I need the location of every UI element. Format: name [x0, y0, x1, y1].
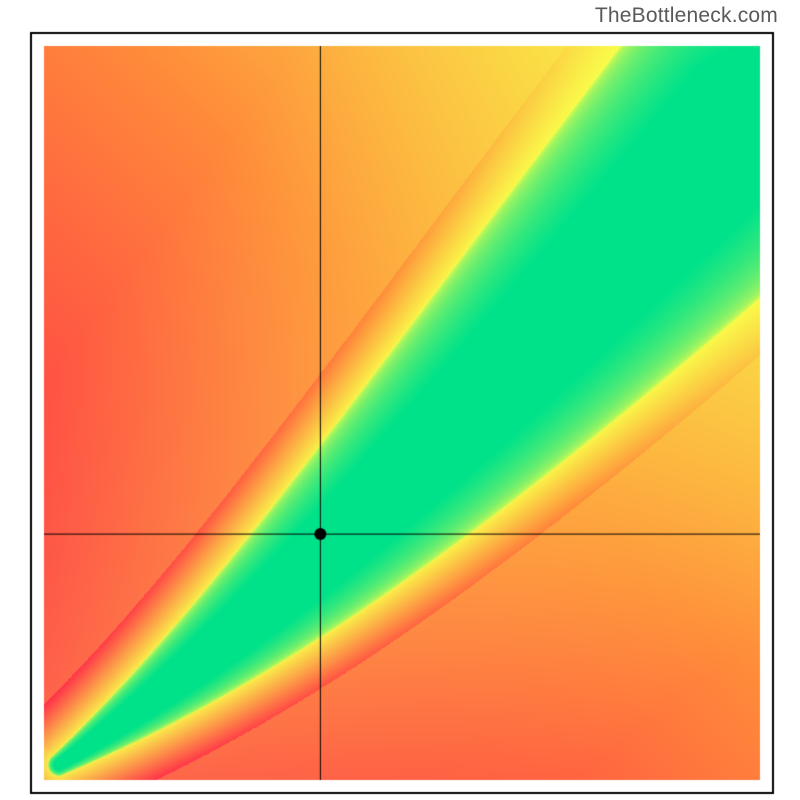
chart-container: TheBottleneck.com — [0, 0, 800, 800]
bottleneck-heatmap — [0, 0, 800, 800]
watermark-label: TheBottleneck.com — [595, 4, 778, 28]
